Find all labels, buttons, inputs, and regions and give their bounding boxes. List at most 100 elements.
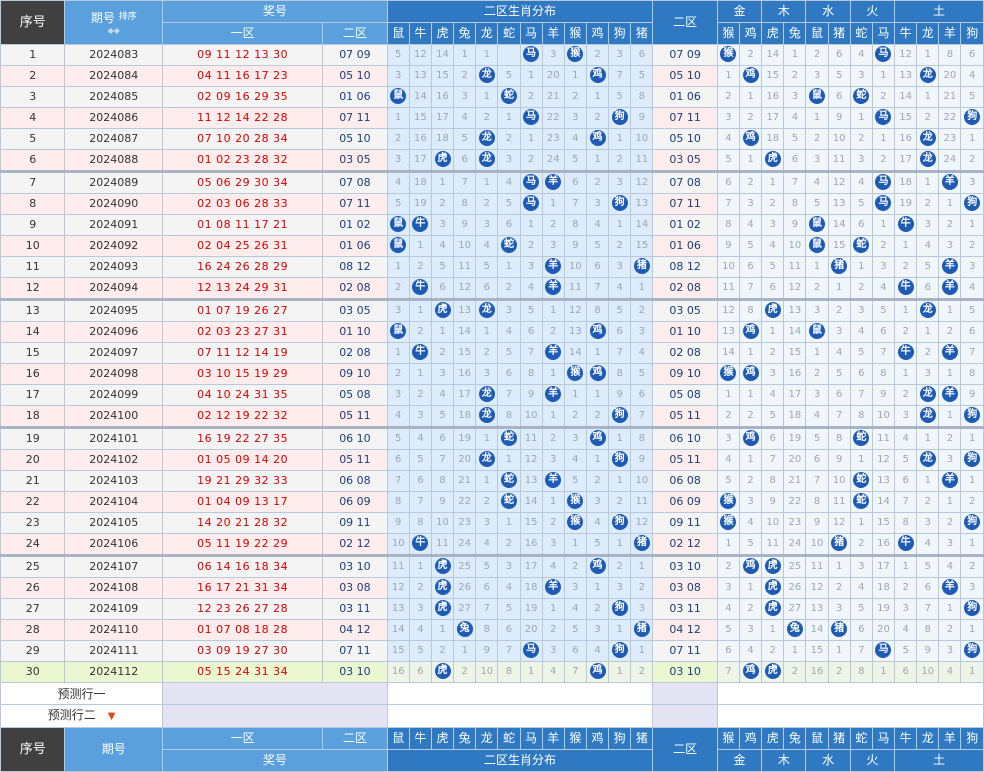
predict-element-cell[interactable] xyxy=(716,682,984,705)
predict-award-cell[interactable] xyxy=(162,704,388,728)
dist-cell: 蛇 xyxy=(497,235,521,257)
zodiac-ball: 狗 xyxy=(964,600,981,616)
dist-cell: 2 xyxy=(519,149,543,172)
row-zone2b: 03 05 xyxy=(652,149,718,172)
row-seq: 12 xyxy=(0,277,66,300)
row-zone2b: 05 11 xyxy=(652,405,718,428)
element-cell: 2 xyxy=(960,491,984,513)
element-cell: 1 xyxy=(938,298,962,322)
element-cell: 5 xyxy=(849,342,873,364)
element-cell: 羊 xyxy=(938,577,962,599)
dist-cell: 9 xyxy=(608,384,632,406)
dist-cell: 17 xyxy=(430,107,455,129)
dist-cell: 羊 xyxy=(541,470,565,492)
predict-element-cell[interactable] xyxy=(716,704,984,728)
predict-row[interactable]: 预测行二 ▼ xyxy=(0,704,984,728)
row-seq: 3 xyxy=(0,86,66,108)
dist-cell: 1 xyxy=(541,491,565,513)
row-zone1: 14 20 21 28 32 xyxy=(162,512,324,534)
table-row: 24 2024106 05 11 19 22 29 02 12 10 牛 11 24 4 2 16 3… xyxy=(0,533,984,556)
predict-zone2b-cell[interactable] xyxy=(652,682,718,705)
dist-cell: 鼠 xyxy=(386,321,410,343)
element-cell: 26 xyxy=(783,577,807,599)
dist-cell: 2 xyxy=(541,214,565,236)
col-award: 奖号 xyxy=(162,0,388,23)
zodiac-ball: 虎 xyxy=(764,579,781,595)
predict-zone2b-cell[interactable] xyxy=(652,704,718,728)
row-period: 2024089 xyxy=(64,170,164,194)
foot-element-animal-10: 羊 xyxy=(938,727,962,750)
element-cell: 9 xyxy=(716,235,741,257)
dist-cell: 2 xyxy=(430,193,455,215)
dist-cell: 11 xyxy=(386,554,410,578)
dist-cell: 1 xyxy=(408,235,432,257)
dist-cell: 4 xyxy=(585,512,610,534)
element-cell: 羊 xyxy=(938,470,962,492)
predict-dist-cell[interactable] xyxy=(386,704,654,728)
element-cell: 3 xyxy=(716,426,741,450)
element-cell: 11 xyxy=(827,491,851,513)
predict-label[interactable]: 预测行二 ▼ xyxy=(0,704,164,728)
zodiac-ball: 虎 xyxy=(764,600,781,616)
element-cell: 10 xyxy=(827,128,851,150)
row-zone2: 02 08 xyxy=(322,342,388,364)
predict-award-cell[interactable] xyxy=(162,682,388,705)
row-zone2: 05 10 xyxy=(322,65,388,87)
dist-cell: 1 xyxy=(386,256,410,278)
zodiac-ball: 马 xyxy=(875,174,892,190)
zodiac-ball: 羊 xyxy=(545,279,562,295)
element-cell: 6 xyxy=(739,256,763,278)
element-cell: 12 xyxy=(871,449,896,471)
dist-cell: 20 xyxy=(453,449,477,471)
zodiac-ball: 狗 xyxy=(964,514,981,530)
element-cell: 兔 xyxy=(783,619,807,641)
dist-cell: 3 xyxy=(430,214,455,236)
zodiac-ball: 龙 xyxy=(919,407,936,423)
dist-cell: 龙 xyxy=(475,384,499,406)
dist-cell: 13 xyxy=(386,598,410,620)
element-cell: 牛 xyxy=(894,342,918,364)
element-cell: 4 xyxy=(849,577,873,599)
sort-toggle[interactable]: 排序 ◆◆ xyxy=(66,12,162,35)
row-zone2: 06 09 xyxy=(322,491,388,513)
col-period-sort[interactable]: 期号 排序 ◆◆ xyxy=(64,0,164,45)
row-zone2: 05 11 xyxy=(322,405,388,428)
element-cell: 5 xyxy=(960,298,984,322)
row-zone2b: 07 11 xyxy=(652,193,718,215)
predict-dist-cell[interactable] xyxy=(386,682,654,705)
dist-cell: 16 xyxy=(408,128,432,150)
element-cell: 6 xyxy=(871,321,896,343)
element-water: 水 xyxy=(805,0,851,23)
dist-cell: 1 xyxy=(541,405,565,428)
element-animal-head-11: 狗 xyxy=(960,22,984,45)
dist-cell: 鸡 xyxy=(585,554,610,578)
row-zone1: 16 24 26 28 29 xyxy=(162,256,324,278)
row-seq: 8 xyxy=(0,193,66,215)
row-zone2: 09 11 xyxy=(322,512,388,534)
element-cell: 15 xyxy=(827,235,851,257)
element-cell: 5 xyxy=(916,256,940,278)
dist-cell: 22 xyxy=(453,491,477,513)
dist-cell: 6 xyxy=(497,363,521,385)
zodiac-ball: 鸡 xyxy=(742,67,759,83)
dist-cell: 1 xyxy=(608,426,632,450)
predict-row[interactable]: 预测行一 xyxy=(0,682,984,705)
element-cell: 21 xyxy=(938,86,962,108)
dist-cell: 2 xyxy=(453,661,477,683)
dist-cell: 16 xyxy=(430,86,455,108)
element-cell: 2 xyxy=(960,149,984,172)
table-row: 10 2024092 02 04 25 26 31 01 06 鼠 1 4 10 4 蛇 2 3 9 5 2… xyxy=(0,235,984,257)
row-zone2b: 03 10 xyxy=(652,554,718,578)
element-cell: 3 xyxy=(894,405,918,428)
row-zone1: 01 02 23 28 32 xyxy=(162,149,324,172)
element-cell: 鸡 xyxy=(739,363,763,385)
dist-cell: 5 xyxy=(563,619,587,641)
element-cell: 18 xyxy=(871,577,896,599)
arrow-down-icon[interactable]: ▼ xyxy=(107,711,116,722)
predict-label[interactable]: 预测行一 xyxy=(0,682,164,705)
element-metal: 金 xyxy=(716,0,763,23)
element-cell: 7 xyxy=(827,405,851,428)
dist-cell: 6 xyxy=(608,321,632,343)
element-cell: 13 xyxy=(805,598,829,620)
row-zone1: 02 12 19 22 32 xyxy=(162,405,324,428)
